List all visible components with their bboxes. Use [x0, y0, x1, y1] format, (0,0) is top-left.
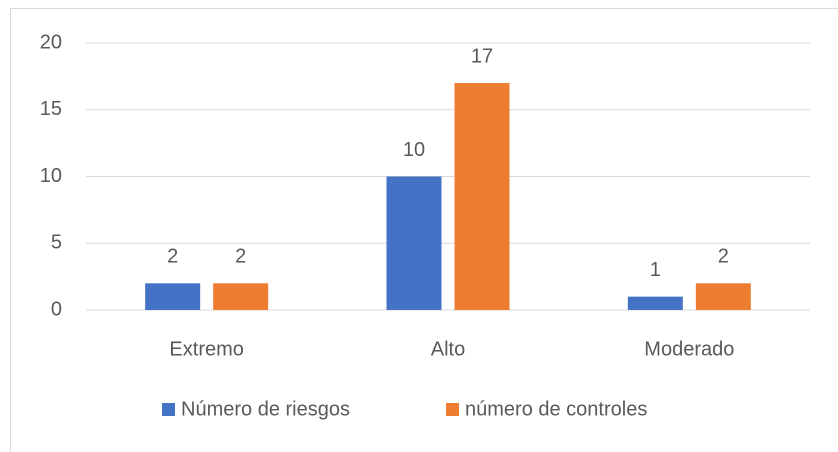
y-tick-label: 5	[51, 232, 62, 254]
bar	[627, 296, 683, 310]
bar	[145, 283, 201, 310]
bar	[213, 283, 269, 310]
y-tick-label: 0	[51, 298, 62, 320]
y-tick-label: 15	[40, 98, 62, 120]
legend-label: Número de riesgos	[181, 398, 350, 420]
data-label: 10	[403, 139, 425, 161]
legend-swatch	[162, 403, 175, 416]
data-label: 2	[235, 246, 246, 268]
data-label: 1	[650, 259, 661, 281]
bar	[695, 283, 751, 310]
legend-label: número de controles	[465, 398, 647, 420]
x-tick-label: Moderado	[644, 338, 734, 360]
y-tick-label: 20	[40, 31, 62, 53]
bar	[454, 83, 510, 310]
bar	[386, 176, 442, 310]
data-label: 2	[167, 246, 178, 268]
x-tick-label: Alto	[431, 338, 465, 360]
data-label: 17	[471, 45, 493, 67]
x-tick-label: Extremo	[169, 338, 243, 360]
data-label: 2	[718, 246, 729, 268]
legend-swatch	[446, 403, 459, 416]
y-tick-label: 10	[40, 165, 62, 187]
